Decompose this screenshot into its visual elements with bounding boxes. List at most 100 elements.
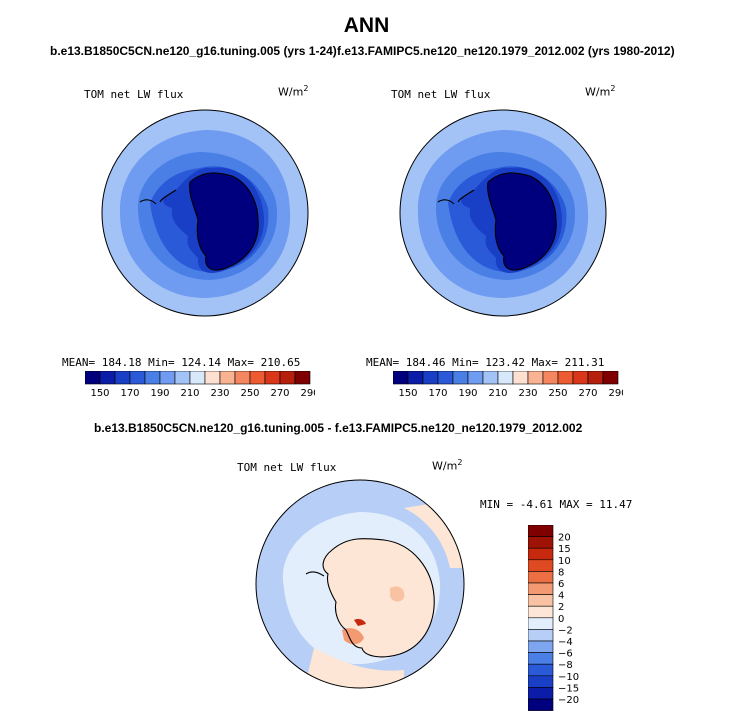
right-map-coastline xyxy=(437,172,557,271)
left-colorbar-tick: 190 xyxy=(150,388,169,399)
page-title: ANN xyxy=(343,14,390,37)
right-colorbar-tick: 190 xyxy=(458,388,477,399)
diff-map-positive-s xyxy=(304,648,404,688)
right-units-label: W/m2 xyxy=(585,84,616,99)
left-colorbar-tick: 210 xyxy=(180,388,199,399)
diff-colorbar-cell xyxy=(528,675,554,688)
left-map-border xyxy=(101,109,309,317)
diff-colorbar-cell xyxy=(528,594,554,607)
left-colorbar-tick: 150 xyxy=(90,388,109,399)
diff-polar-map xyxy=(255,479,465,689)
left-colorbar-cell xyxy=(129,371,146,385)
right-colorbar: 150 170 190 210 230 250 270 290 xyxy=(393,371,623,399)
left-colorbar-tick: 170 xyxy=(120,388,139,399)
left-colorbar-tick: 290 xyxy=(300,388,315,399)
right-colorbar-cell xyxy=(527,371,544,385)
right-colorbar-cell xyxy=(572,371,589,385)
diff-map-interior-blob xyxy=(390,586,405,602)
diff-colorbar-tick: 10 xyxy=(558,556,571,567)
diff-colorbar-tick: 15 xyxy=(558,544,571,555)
diff-colorbar-tick: 8 xyxy=(558,567,564,578)
diff-colorbar-cell xyxy=(528,663,554,677)
diff-case-title: b.e13.B1850C5CN.ne120_g16.tuning.005 - f… xyxy=(94,421,583,435)
diff-colorbar-cell xyxy=(528,559,554,572)
diff-colorbar-cell xyxy=(528,605,554,619)
left-field-label: TOM net LW flux xyxy=(84,88,184,101)
diff-colorbar-cell xyxy=(528,687,554,700)
left-colorbar-cell xyxy=(114,371,131,385)
left-colorbar-cell xyxy=(294,371,311,385)
diff-colorbar-tick: −4 xyxy=(558,637,573,648)
left-map-coastline xyxy=(139,172,259,271)
diff-colorbar-cell xyxy=(528,698,554,711)
right-map-antarctica-interior xyxy=(487,172,557,271)
left-map-antarctica-interior xyxy=(189,172,259,271)
right-colorbar-cell xyxy=(437,371,454,385)
left-colorbar-cell xyxy=(234,371,251,385)
diff-colorbar-tick: −15 xyxy=(558,683,579,694)
diff-colorbar-cell xyxy=(528,629,554,642)
left-colorbar-tick: 270 xyxy=(270,388,289,399)
diff-colorbar-tick: 4 xyxy=(558,591,564,602)
right-colorbar-cell xyxy=(602,371,619,385)
left-colorbar-cell xyxy=(159,371,176,385)
diff-map-coastline xyxy=(305,538,435,658)
right-polar-map xyxy=(399,109,607,317)
right-field-label: TOM net LW flux xyxy=(391,88,491,101)
right-colorbar-tick: 290 xyxy=(608,388,623,399)
left-units-label: W/m2 xyxy=(278,84,309,99)
right-colorbar-tick: 170 xyxy=(428,388,447,399)
right-colorbar-cell xyxy=(512,371,529,385)
diff-map-peak xyxy=(354,619,366,626)
diff-colorbar-cell xyxy=(528,547,554,561)
diff-colorbar-tick: −10 xyxy=(558,672,579,683)
left-colorbar-cell xyxy=(264,371,281,385)
diff-colorbar-cell xyxy=(528,652,554,665)
right-colorbar-cell xyxy=(587,371,604,385)
left-polar-map xyxy=(101,109,309,317)
right-colorbar-tick: 230 xyxy=(518,388,537,399)
diff-colorbar-cell xyxy=(528,525,554,537)
right-colorbar-tick: 270 xyxy=(578,388,597,399)
right-colorbar-cell xyxy=(497,371,514,385)
diff-colorbar-tick: 6 xyxy=(558,579,564,590)
diff-colorbar-cell xyxy=(528,617,554,630)
left-colorbar-cell xyxy=(144,371,161,385)
left-colorbar-cell xyxy=(85,371,101,385)
diff-stats: MIN = -4.61 MAX = 11.47 xyxy=(480,498,633,511)
right-case-title: f.e13.FAMIPC5.ne120_ne120.1979_2012.002 … xyxy=(337,44,675,58)
left-colorbar-cell xyxy=(249,371,266,385)
left-colorbar-cell xyxy=(219,371,236,385)
right-colorbar-cell xyxy=(422,371,439,385)
right-colorbar-cell xyxy=(452,371,469,385)
diff-colorbar-tick: 20 xyxy=(558,533,571,544)
diff-colorbar-tick: −8 xyxy=(558,660,573,671)
diff-map-border xyxy=(255,479,465,689)
right-colorbar-tick: 210 xyxy=(488,388,507,399)
right-map-border xyxy=(399,109,607,317)
diff-colorbar-cell xyxy=(528,536,554,549)
right-colorbar-cell xyxy=(482,371,499,385)
right-stats: MEAN= 184.46 Min= 123.42 Max= 211.31 xyxy=(366,356,605,369)
right-colorbar-tick: 150 xyxy=(398,388,417,399)
diff-colorbar-tick: 0 xyxy=(558,614,564,625)
left-stats: MEAN= 184.18 Min= 124.14 Max= 210.65 xyxy=(62,356,301,369)
right-colorbar-cell xyxy=(393,371,409,385)
diff-field-label: TOM net LW flux xyxy=(237,461,337,474)
left-colorbar-tick: 230 xyxy=(210,388,229,399)
left-colorbar-cell xyxy=(99,371,116,385)
diff-colorbar-tick: −20 xyxy=(558,695,579,706)
diff-units-label: W/m2 xyxy=(432,458,463,473)
diff-colorbar-cell xyxy=(528,640,554,653)
diff-map-antarctica xyxy=(323,538,435,657)
diff-colorbar-cell xyxy=(528,582,554,595)
diff-colorbar-tick: 2 xyxy=(558,602,564,613)
right-colorbar-cell xyxy=(467,371,484,385)
left-colorbar-tick: 250 xyxy=(240,388,259,399)
left-colorbar: 150 170 190 210 230 250 270 290 xyxy=(85,371,315,399)
left-colorbar-cell xyxy=(174,371,191,385)
right-colorbar-cell xyxy=(407,371,424,385)
left-case-title: b.e13.B1850C5CN.ne120_g16.tuning.005 (yr… xyxy=(50,44,337,58)
diff-colorbar-tick: −2 xyxy=(558,625,573,636)
